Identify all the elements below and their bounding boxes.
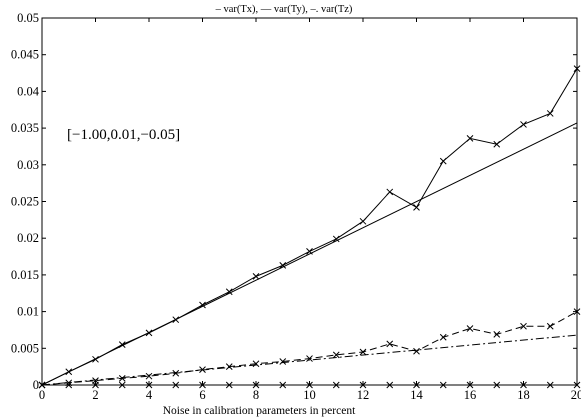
series-2-point xyxy=(306,355,313,362)
series-2-point xyxy=(520,322,527,330)
x-tick-label: 6 xyxy=(199,388,205,402)
series-2-point xyxy=(493,331,501,338)
series-1-point xyxy=(92,355,99,363)
series-2-point xyxy=(199,366,206,373)
series-3-point xyxy=(65,381,73,389)
y-tick-label: 0.015 xyxy=(11,268,39,282)
series-2-point xyxy=(65,379,73,387)
x-axis-label: Noise in calibration parameters in perce… xyxy=(163,405,356,417)
series-1-point xyxy=(573,65,581,72)
y-tick-label: 0 xyxy=(33,378,39,392)
x-tick-label: 10 xyxy=(303,388,316,402)
x-tick-label: 4 xyxy=(146,388,153,402)
x-tick-label: 2 xyxy=(92,388,98,402)
series-1-point xyxy=(386,188,394,196)
plot-frame xyxy=(41,17,578,386)
series-1-point xyxy=(359,217,367,225)
series-line-1 xyxy=(41,68,578,386)
series-2-point xyxy=(386,340,394,348)
markers xyxy=(38,65,581,389)
series-3-point xyxy=(386,381,394,389)
series-2-point xyxy=(546,322,554,330)
series-1-point xyxy=(520,121,527,128)
fit-line-1 xyxy=(41,122,578,386)
series-1-point xyxy=(225,288,233,296)
series-3-point xyxy=(493,381,501,389)
series-2-point xyxy=(172,369,180,377)
x-tick-label: 12 xyxy=(357,388,370,402)
series-1-point xyxy=(466,135,474,142)
series-1-point xyxy=(279,262,287,269)
series-2-point xyxy=(225,363,233,371)
x-tick-label: 18 xyxy=(517,388,530,402)
y-tick-label: 0.02 xyxy=(17,231,39,245)
series-2-point xyxy=(279,358,287,365)
series-3-point xyxy=(225,381,233,389)
x-tick-label: 8 xyxy=(253,388,259,402)
series-3-point xyxy=(118,381,126,389)
series-3-point xyxy=(439,381,447,389)
series-3-point xyxy=(172,381,180,389)
y-tick-label: 0.025 xyxy=(11,195,39,209)
y-tick-label: 0.005 xyxy=(11,341,39,355)
chart-title: – var(Tx), –– var(Ty), –. var(Tz) xyxy=(215,4,353,15)
x-tick-label: 20 xyxy=(571,388,581,402)
y-tick-label: 0.05 xyxy=(17,11,39,25)
series-3-point xyxy=(332,381,340,389)
series-1-point xyxy=(145,329,153,337)
series-1-point xyxy=(439,157,447,165)
series-1-point xyxy=(493,140,501,148)
x-axis: 0 2 4 6 8 10 12 14 16 18 20 xyxy=(39,18,581,402)
x-tick-label: 16 xyxy=(464,388,477,402)
series-1-point xyxy=(306,248,313,255)
series-2-point xyxy=(252,360,260,368)
annotation-label: [−1.00,0.01,−0.05] xyxy=(67,127,180,143)
y-tick-label: 0.04 xyxy=(17,84,40,98)
series-1-point xyxy=(332,235,340,243)
x-tick-label: 14 xyxy=(410,388,423,402)
series-1-point xyxy=(413,204,420,211)
series-2-point xyxy=(145,372,153,380)
series-1-point xyxy=(172,316,180,324)
series-1-point xyxy=(118,341,126,348)
series-2-point xyxy=(466,325,474,332)
series-2-point xyxy=(118,375,126,382)
series-1-point xyxy=(252,273,260,280)
fit-line-2 xyxy=(41,334,578,386)
y-tick-label: 0.035 xyxy=(11,121,39,135)
series-2-point xyxy=(332,351,340,359)
series-2-point xyxy=(439,333,447,341)
series-1-point xyxy=(65,368,73,376)
y-tick-label: 0.03 xyxy=(17,158,39,172)
y-axis: 0 0.005 0.01 0.015 0.02 0.025 0.03 0.035 0.04 0.0… xyxy=(11,11,577,392)
series-3-point xyxy=(546,381,554,389)
series-lines xyxy=(41,68,578,386)
y-tick-label: 0.045 xyxy=(11,48,39,62)
series-line-2 xyxy=(41,311,578,386)
series-2-point xyxy=(413,347,420,355)
series-2-point xyxy=(359,348,367,356)
series-1-point xyxy=(546,110,554,117)
fit-lines xyxy=(41,122,578,386)
x-tick-label: 0 xyxy=(39,388,45,402)
series-3-point xyxy=(279,381,287,389)
y-tick-label: 0.01 xyxy=(17,305,39,319)
series-1-point xyxy=(199,301,206,309)
